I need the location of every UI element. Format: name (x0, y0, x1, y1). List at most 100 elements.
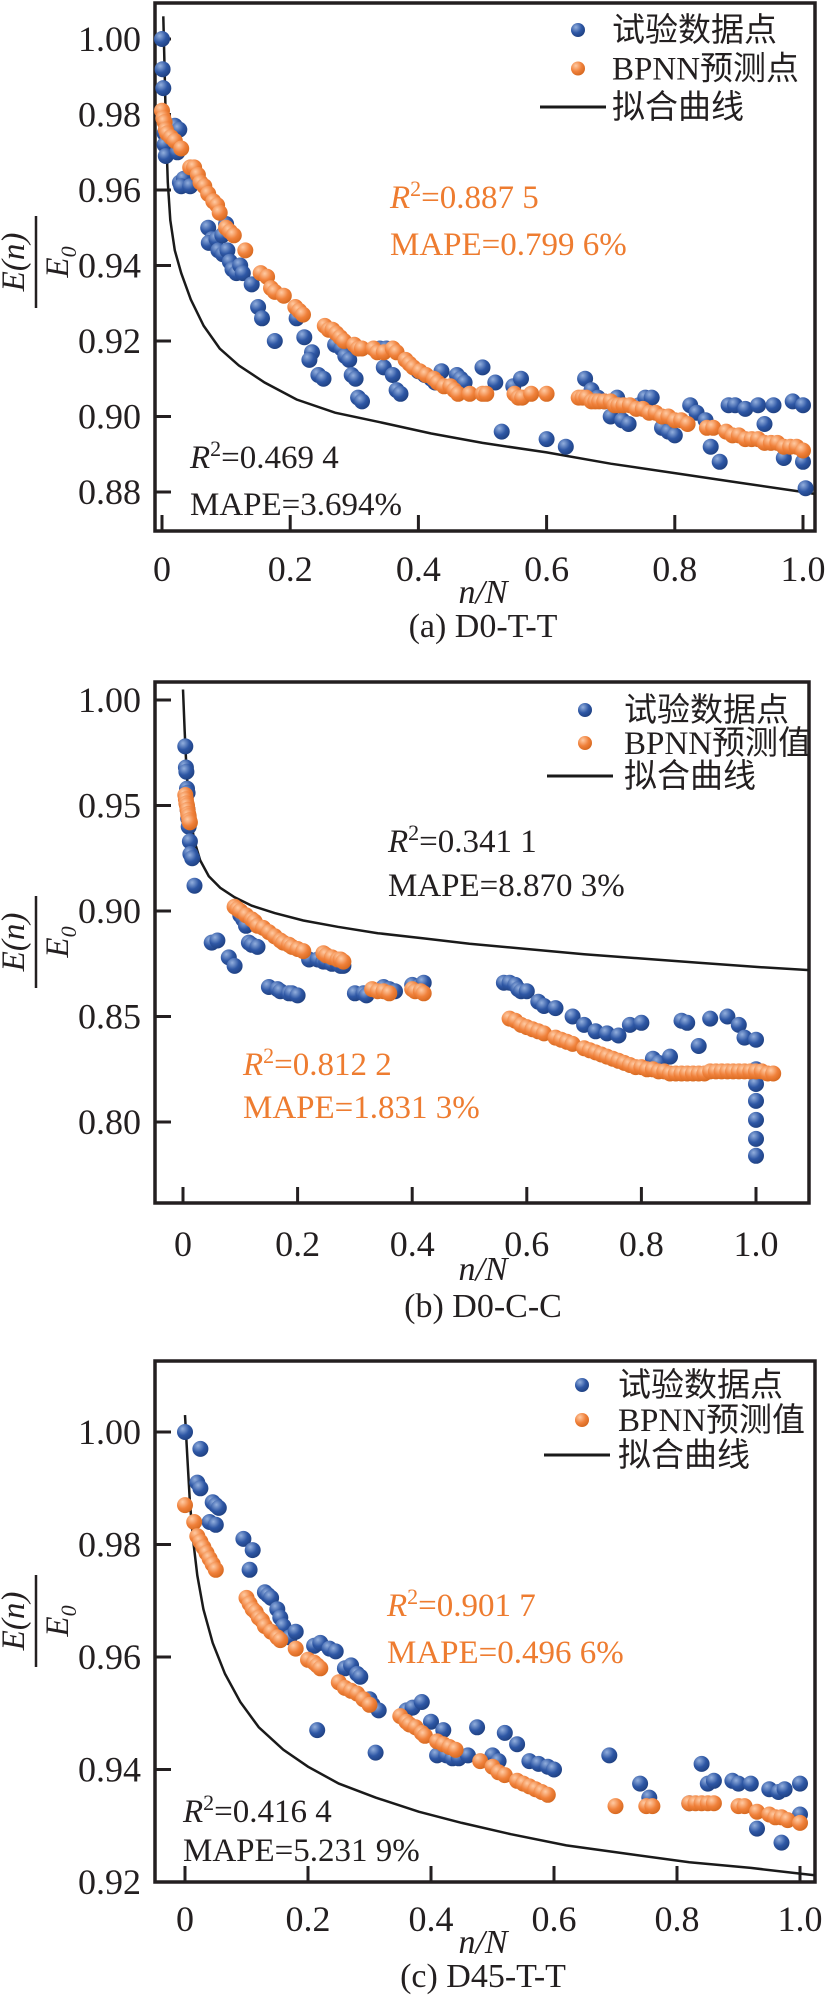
x-tick-label: 0.8 (652, 549, 697, 589)
x-tick-label: 0.6 (532, 1899, 577, 1939)
data-point-blue (413, 1694, 430, 1710)
chart-c-caption: (c) D45-T-T (400, 1958, 566, 1995)
annotation: R2=0.812 2 MAPE=1.831 3% (242, 1043, 480, 1126)
data-point-blue (737, 400, 754, 417)
data-point-blue (184, 850, 201, 867)
annotation: R2=0.887 5 MAPE=0.799 6% (389, 176, 627, 263)
chart-a-canvas: 1.00 0.98 0.96 0.94 0.92 0.90 0.88 0 0.2 0.4 0.6 0.… (0, 1, 826, 589)
data-point-orange (478, 385, 495, 402)
data-point-orange (361, 1696, 378, 1713)
legend-marker-blue-icon (578, 703, 592, 717)
data-point-orange (381, 985, 398, 1002)
data-point-blue (192, 1480, 209, 1497)
data-point-blue (177, 1424, 193, 1440)
data-point-blue (749, 1820, 765, 1837)
data-point-blue (748, 1147, 764, 1164)
data-point-blue (154, 61, 171, 78)
data-point-blue (341, 351, 358, 368)
axes-ticks: 1.00 0.95 0.90 0.85 0.80 0 0.2 0.4 0.6 0.8 1.0 (78, 680, 779, 1264)
chart-a-x-axis-title: n/N (458, 574, 508, 611)
y-tick-label: 0.96 (78, 170, 141, 210)
plot-border (153, 1359, 817, 1884)
legend-marker-orange-icon (575, 1413, 589, 1427)
data-point-orange (272, 1632, 289, 1649)
annotation-line: MAPE=0.799 6% (390, 227, 627, 263)
data-point-orange (795, 442, 811, 459)
data-point-blue (367, 1744, 384, 1761)
annotation-line: R2=0.812 2 (242, 1043, 392, 1083)
x-tick-label: 0.4 (396, 549, 441, 589)
data-point-blue (666, 427, 683, 444)
data-point-orange (779, 1812, 796, 1829)
data-point-blue (748, 1076, 764, 1092)
data-point-blue (287, 1623, 304, 1640)
data-point-blue (748, 1092, 764, 1109)
y-tick-label: 0.92 (78, 321, 141, 361)
data-point-blue (795, 453, 811, 470)
chart-c-canvas: 1.00 0.98 0.96 0.94 0.92 0 0.2 0.4 0.6 0.8 1.0 E(n)… (0, 1359, 823, 1939)
data-point-orange (415, 985, 432, 1002)
legend-label: BPNN预测值 (624, 725, 811, 762)
data-point-blue (178, 763, 195, 780)
data-point-blue (289, 987, 306, 1004)
data-point-orange (275, 287, 292, 304)
data-point-blue (679, 1014, 696, 1031)
data-point-blue (309, 1722, 326, 1739)
data-point-blue (711, 453, 728, 470)
data-point-orange (207, 1561, 224, 1578)
data-point-blue (315, 370, 332, 387)
data-point-blue (244, 1542, 261, 1559)
y-tick-label: 1.00 (78, 19, 141, 59)
data-point-blue (509, 1736, 526, 1753)
data-point-blue (557, 438, 574, 455)
y-axis-title-numerator: E(n) (0, 1592, 32, 1652)
legend-label: 拟合曲线 (618, 1437, 750, 1474)
data-point-orange (295, 306, 311, 323)
x-tick-label: 0.8 (619, 1224, 664, 1264)
y-axis-title: E(n) E0 (0, 1575, 81, 1667)
plot-border (153, 680, 811, 1205)
data-point-blue (756, 416, 773, 432)
legend-label: 试验数据点 (624, 692, 789, 729)
data-point-blue (235, 1530, 252, 1547)
data-point-blue (210, 1499, 227, 1516)
x-tick-label: 0.2 (268, 549, 313, 589)
data-point-blue (748, 1130, 764, 1147)
data-point-blue (518, 983, 535, 1000)
data-point-blue (748, 1111, 764, 1128)
data-point-blue (154, 31, 170, 47)
data-point-blue (776, 1781, 793, 1798)
data-point-orange (679, 416, 696, 432)
chart-b-x-axis-title: n/N (458, 1251, 508, 1288)
x-tick-label: 1.0 (781, 549, 826, 589)
data-point-blue (347, 370, 364, 387)
fit-curve (183, 1415, 815, 1877)
data-point-blue (155, 80, 172, 97)
data-point-blue (690, 1038, 707, 1054)
legend-marker-blue-icon (571, 23, 585, 37)
data-point-blue (392, 385, 409, 402)
annotation-line: MAPE=0.496 6% (387, 1635, 624, 1671)
y-tick-label: 0.94 (78, 246, 141, 286)
annotation-line: R2=0.341 1 (387, 820, 537, 860)
data-point-blue (301, 351, 318, 368)
legend-label: 拟合曲线 (624, 758, 756, 795)
data-point-blue (186, 877, 203, 894)
data-point-orange (173, 140, 190, 157)
data-point-orange (461, 385, 478, 402)
data-point-blue (546, 1761, 562, 1778)
data-point-blue (207, 1516, 224, 1533)
x-tick-label: 0.4 (390, 1224, 435, 1264)
data-point-orange (607, 1798, 624, 1815)
annotation-line: R2=0.901 7 (386, 1584, 536, 1624)
data-point-blue (177, 738, 194, 755)
annotation: R2=0.901 7 MAPE=0.496 6% (386, 1584, 624, 1671)
data-point-blue (564, 1008, 581, 1025)
x-tick-label: 0.4 (409, 1899, 454, 1939)
data-point-blue (496, 1724, 513, 1741)
data-point-orange (496, 1767, 513, 1784)
y-axis-title-numerator: E(n) (0, 233, 32, 293)
